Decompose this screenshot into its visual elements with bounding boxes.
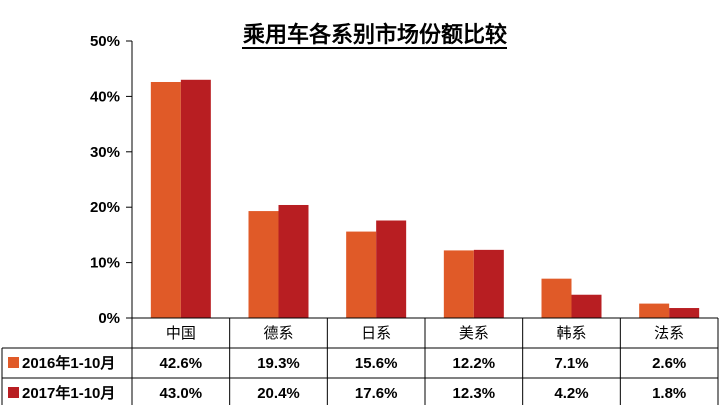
data-label: 15.6%	[355, 355, 398, 372]
bar-series-1	[541, 278, 572, 318]
data-label: 12.2%	[453, 355, 496, 372]
bar-series-2	[278, 204, 309, 318]
bar-series-1	[443, 250, 474, 318]
y-axis: 0% 10% 20% 30% 40% 50%	[90, 33, 133, 327]
bar-series-2	[669, 308, 700, 318]
x-category-label: 中国	[166, 324, 196, 342]
y-tick-label: 40%	[90, 88, 120, 105]
data-label: 42.6%	[160, 355, 203, 372]
legend-label: 2016年1-10月	[22, 354, 115, 372]
data-label: 43.0%	[160, 385, 203, 402]
data-label: 12.3%	[453, 385, 496, 402]
data-label: 1.8%	[652, 385, 686, 402]
bar-series-1	[639, 303, 670, 318]
x-category-label: 法系	[654, 324, 684, 342]
bar-series-1	[346, 231, 377, 318]
y-tick-label: 10%	[90, 255, 120, 272]
data-label: 4.2%	[554, 385, 588, 402]
bar-series-2	[571, 294, 602, 318]
y-tick-label: 50%	[90, 33, 120, 50]
data-label: 19.3%	[257, 355, 300, 372]
legend-label: 2017年1-10月	[22, 384, 115, 402]
x-category-label: 德系	[263, 324, 293, 342]
y-tick-label: 30%	[90, 144, 120, 161]
bar-series-group	[150, 79, 700, 318]
x-category-label: 日系	[361, 324, 391, 342]
legend-swatch	[8, 357, 19, 368]
bar-series-2	[376, 220, 407, 318]
data-label: 20.4%	[257, 385, 300, 402]
x-category-label: 美系	[459, 324, 489, 342]
y-tick-label: 20%	[90, 199, 120, 216]
data-label: 2.6%	[652, 355, 686, 372]
data-label: 17.6%	[355, 385, 398, 402]
chart-title: 乘用车各系别市场份额比较	[242, 22, 507, 48]
bar-series-2	[473, 249, 504, 318]
legend-swatch	[8, 387, 19, 398]
bar-series-1	[248, 211, 279, 318]
data-label: 7.1%	[554, 355, 588, 372]
data-table: 中国 德系 日系 美系 韩系 法系 2016年1-10月 42.6% 19.3% 15.6% 12.…	[1, 317, 719, 405]
bar-series-2	[180, 79, 211, 318]
bar-series-1	[150, 81, 181, 318]
x-category-label: 韩系	[556, 324, 586, 342]
y-tick-label: 0%	[98, 310, 120, 327]
